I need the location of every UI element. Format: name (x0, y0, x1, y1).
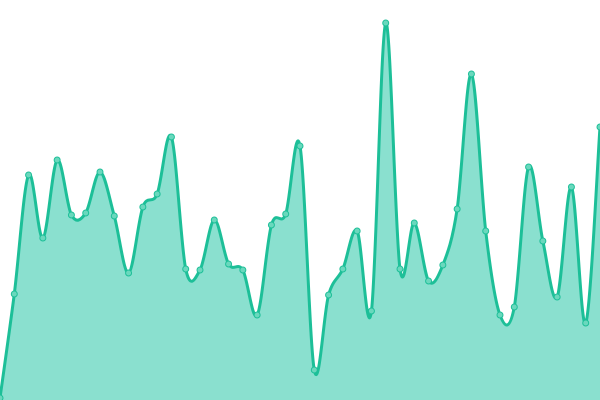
data-point-42 (596, 123, 600, 131)
data-point-31 (439, 261, 447, 269)
area-fill (0, 22, 600, 400)
data-point-2 (25, 171, 33, 179)
data-point-20 (282, 210, 290, 218)
data-point-4 (53, 156, 61, 164)
data-point-5 (67, 211, 75, 219)
data-point-41 (582, 319, 590, 327)
data-point-24 (339, 265, 347, 273)
data-points (0, 19, 600, 400)
data-point-17 (239, 266, 247, 274)
data-point-19 (267, 221, 275, 229)
data-point-34 (482, 227, 490, 235)
data-point-39 (553, 293, 561, 301)
data-point-30 (425, 277, 433, 285)
data-point-11 (153, 190, 161, 198)
data-point-10 (139, 203, 147, 211)
data-point-16 (225, 260, 233, 268)
series-line (0, 21, 600, 399)
data-point-13 (182, 265, 190, 273)
data-point-8 (110, 212, 118, 220)
data-point-7 (96, 168, 104, 176)
data-point-29 (410, 219, 418, 227)
data-point-40 (567, 183, 575, 191)
data-point-32 (453, 205, 461, 213)
data-point-36 (510, 303, 518, 311)
data-point-27 (382, 19, 390, 27)
data-point-25 (353, 227, 361, 235)
data-point-14 (196, 266, 204, 274)
data-point-35 (496, 311, 504, 319)
data-point-1 (10, 290, 18, 298)
data-point-6 (82, 209, 90, 217)
data-point-3 (39, 234, 47, 242)
data-point-15 (210, 216, 218, 224)
data-point-38 (539, 237, 547, 245)
data-point-23 (325, 291, 333, 299)
data-point-33 (467, 70, 475, 78)
data-point-21 (296, 142, 304, 150)
data-point-0 (0, 394, 4, 400)
data-point-18 (253, 311, 261, 319)
data-point-37 (525, 163, 533, 171)
data-point-12 (167, 133, 175, 141)
data-point-26 (367, 307, 375, 315)
data-point-22 (310, 366, 318, 374)
data-point-9 (125, 269, 133, 277)
data-point-28 (396, 265, 404, 273)
